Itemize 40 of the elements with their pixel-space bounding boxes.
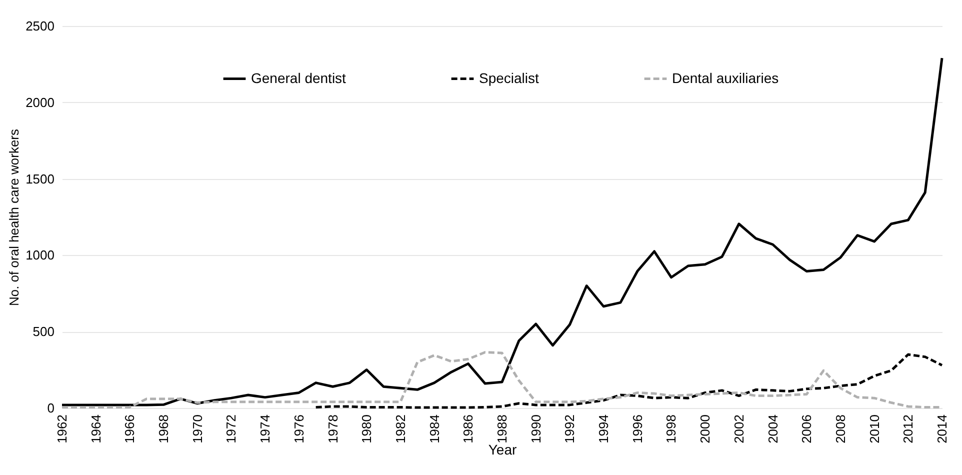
x-tick-label: 1998 [664,414,679,444]
x-tick-label: 2012 [900,414,916,444]
x-tick-label: 1970 [190,414,205,444]
x-tick-label: 2002 [731,414,746,444]
line-series [314,353,944,409]
line-series [60,56,944,406]
y-tick-label: 0 [47,400,54,416]
x-tick-label: 1976 [291,414,306,444]
x-tick-label: 2000 [698,414,713,444]
legend-label: Dental auxiliaries [672,70,779,86]
x-tick-label: 2014 [934,414,950,444]
x-tick-label: 1982 [392,414,408,444]
x-tick-label: 1966 [122,414,138,444]
x-axis-title: Year [488,441,517,458]
x-tick-label: 1986 [460,414,476,444]
y-tick-label: 500 [32,324,54,340]
legend-label: Specialist [479,70,540,86]
y-tick-label: 1000 [26,248,54,263]
x-tick-label: 1990 [528,414,544,444]
x-tick-label: 1992 [562,414,578,444]
x-tick-label: 1962 [54,414,70,444]
y-tick-label: 1500 [26,171,54,186]
legend-label: General dentist [251,70,346,86]
x-tick-label: 1968 [156,414,172,444]
x-tick-label: 2010 [866,414,882,444]
x-tick-label: 1988 [494,414,510,444]
x-tick-label: 2008 [832,414,848,444]
x-tick-label: 1974 [258,414,273,444]
x-tick-label: 1984 [426,414,442,444]
x-tick-label: 1964 [88,414,104,444]
y-tick-label: 2000 [26,94,54,110]
y-tick-label: 2500 [26,18,54,34]
x-tick-label: 1996 [630,414,645,444]
x-tick-label: 2006 [799,414,814,444]
x-tick-label: 1972 [224,414,239,444]
x-tick-label: 2004 [765,414,780,444]
x-tick-label: 1980 [359,414,374,444]
y-axis-title: No. of oral health care workers [6,128,22,306]
x-tick-label: 1994 [596,414,612,444]
x-tick-label: 1978 [325,414,340,444]
